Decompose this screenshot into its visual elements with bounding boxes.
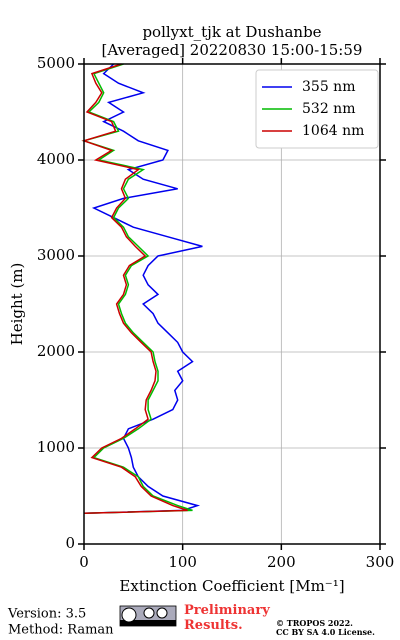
y-axis-label: Height (m) xyxy=(8,263,26,346)
x-tick-label: 100 xyxy=(168,553,197,571)
x-tick-label: 200 xyxy=(267,553,296,571)
preliminary: Preliminary Results. xyxy=(184,603,270,633)
y-tick-label: 4000 xyxy=(37,150,75,168)
chart-title: [Averaged] 20220830 15:00-15:59 xyxy=(102,41,363,59)
version: Version: 3.5 xyxy=(7,607,86,622)
legend-label: 532 nm xyxy=(302,101,355,117)
legend-box xyxy=(255,69,379,149)
profile-line xyxy=(81,63,193,515)
chart-title: pollyxt_tjk at Dushanbe xyxy=(142,23,321,41)
plot-frame xyxy=(83,63,381,545)
cc-logo xyxy=(119,605,177,627)
y-tick-label: 2000 xyxy=(37,342,75,360)
y-tick-label: 5000 xyxy=(37,54,75,72)
legend-label: 355 nm xyxy=(302,79,355,95)
copyright: CC BY SA 4.0 License. xyxy=(276,627,375,637)
y-tick-label: 3000 xyxy=(37,246,75,264)
profile-line xyxy=(81,63,188,515)
y-tick-label: 1000 xyxy=(37,438,75,456)
y-tick-label: 0 xyxy=(65,534,75,552)
copyright: © TROPOS 2022. xyxy=(276,618,353,628)
legend: 355 nm 532 nm 1064 nm xyxy=(255,69,379,149)
legend-label: 1064 nm xyxy=(302,123,364,139)
x-axis-label: Extinction Coefficient [Mm⁻¹] xyxy=(119,577,344,595)
profile-line xyxy=(83,63,203,515)
x-tick-label: 0 xyxy=(79,553,89,571)
method: Method: Raman xyxy=(8,623,114,638)
x-tick-label: 300 xyxy=(366,553,395,571)
